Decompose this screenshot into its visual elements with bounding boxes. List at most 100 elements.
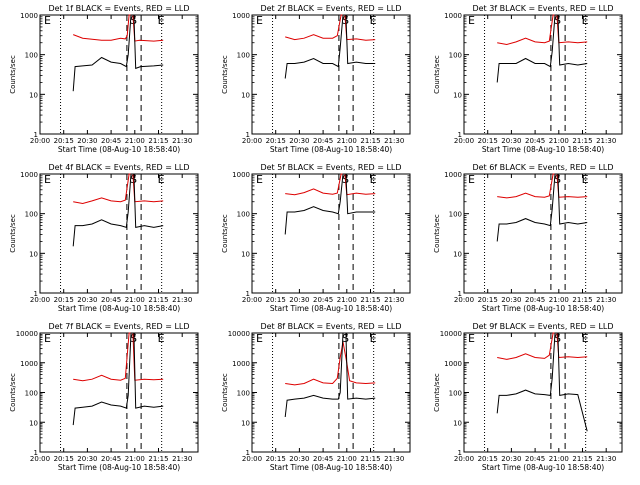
x-tick-label: 20:15 — [266, 296, 286, 304]
x-tick-label: 21:15 — [148, 137, 168, 145]
x-tick-label: 20:00 — [454, 296, 474, 304]
y-axis-label: Counts/sec — [9, 373, 17, 412]
y-tick-label: 100 — [449, 211, 462, 219]
plot-frame — [251, 14, 411, 135]
lld-series-line — [285, 341, 376, 386]
x-axis-label: Start Time (08-Aug-10 18:58:40) — [270, 304, 392, 313]
y-tick-label: 1 — [34, 290, 38, 298]
y-tick-label: 100 — [25, 52, 38, 60]
x-tick-label: 20:15 — [266, 455, 286, 463]
x-tick-label: 21:15 — [360, 296, 380, 304]
x-tick-label: 21:15 — [572, 137, 592, 145]
y-tick-label: 10000 — [228, 330, 250, 338]
x-tick-label: 20:45 — [313, 455, 333, 463]
y-tick-label: 1000 — [444, 171, 462, 179]
x-tick-label: 20:00 — [454, 455, 474, 463]
panel-7: Det 7f BLACK = Events, RED = LLD 20:00 20:… — [9, 322, 199, 472]
lld-series-line — [285, 14, 376, 41]
lld-series-line — [73, 332, 164, 382]
y-tick-label: 10 — [29, 419, 38, 427]
event-marker-e: E — [256, 332, 263, 345]
panel-title: Det 2f BLACK = Events, RED = LLD — [260, 4, 401, 13]
x-axis-label: Start Time (08-Aug-10 18:58:40) — [270, 145, 392, 154]
plot-frame — [463, 332, 623, 453]
x-tick-label: 21:30 — [596, 296, 616, 304]
y-axis-label: Counts/sec — [221, 55, 229, 94]
y-tick-label: 100 — [449, 52, 462, 60]
y-tick-label: 1000 — [20, 360, 38, 368]
x-tick-label: 20:00 — [30, 296, 50, 304]
y-tick-label: 1 — [458, 290, 462, 298]
panel-title: Det 8f BLACK = Events, RED = LLD — [260, 322, 401, 331]
events-series-line — [284, 173, 376, 235]
x-tick-label: 21:30 — [172, 296, 192, 304]
x-tick-label: 21:00 — [337, 296, 357, 304]
x-tick-label: 21:00 — [125, 296, 145, 304]
events-series-line — [72, 173, 164, 247]
x-tick-label: 20:45 — [313, 137, 333, 145]
x-axis-label: Start Time (08-Aug-10 18:58:40) — [58, 145, 180, 154]
x-tick-label: 21:00 — [337, 455, 357, 463]
panel-2: Det 2f BLACK = Events, RED = LLD 20:00 20:… — [221, 4, 411, 154]
event-marker-e: E — [256, 14, 263, 27]
lld-series-line — [497, 173, 588, 199]
x-tick-label: 20:45 — [101, 455, 121, 463]
x-tick-label: 20:45 — [525, 137, 545, 145]
y-tick-label: 1000 — [232, 171, 250, 179]
x-tick-label: 21:15 — [572, 455, 592, 463]
event-marker-e: E — [44, 14, 51, 27]
y-tick-label: 10 — [241, 250, 250, 258]
y-axis-label: Counts/sec — [221, 373, 229, 412]
y-tick-label: 1 — [34, 131, 38, 139]
y-tick-label: 100 — [237, 52, 250, 60]
panel-6: Det 6f BLACK = Events, RED = LLD 20:00 20:… — [433, 163, 623, 313]
x-tick-label: 20:15 — [478, 137, 498, 145]
y-tick-label: 1 — [458, 449, 462, 457]
x-tick-label: 20:00 — [30, 137, 50, 145]
x-tick-label: 21:00 — [549, 137, 569, 145]
x-tick-label: 20:30 — [501, 137, 521, 145]
x-tick-label: 20:45 — [525, 455, 545, 463]
events-series-line — [496, 14, 588, 83]
lld-series-line — [497, 14, 588, 46]
x-tick-label: 21:15 — [360, 455, 380, 463]
x-tick-label: 21:00 — [549, 296, 569, 304]
lld-series-line — [497, 332, 588, 360]
y-tick-label: 1000 — [232, 360, 250, 368]
x-axis-label: Start Time (08-Aug-10 18:58:40) — [482, 304, 604, 313]
event-marker-e: E — [370, 332, 377, 345]
x-tick-label: 21:30 — [384, 455, 404, 463]
x-tick-label: 20:15 — [54, 455, 74, 463]
event-marker-e: E — [468, 173, 475, 186]
x-tick-label: 20:30 — [77, 296, 97, 304]
x-tick-label: 20:00 — [454, 137, 474, 145]
y-tick-label: 1000 — [232, 12, 250, 20]
event-marker-e: E — [468, 14, 475, 27]
x-tick-label: 20:15 — [266, 137, 286, 145]
y-tick-label: 10 — [241, 91, 250, 99]
plot-frame — [463, 14, 623, 135]
x-tick-label: 20:15 — [478, 455, 498, 463]
panel-1: Det 1f BLACK = Events, RED = LLD 20:00 20:… — [9, 4, 199, 154]
y-tick-label: 1 — [246, 131, 250, 139]
x-tick-label: 21:30 — [384, 296, 404, 304]
event-marker-e: E — [158, 332, 165, 345]
y-tick-label: 1 — [246, 290, 250, 298]
y-tick-label: 10000 — [440, 330, 462, 338]
y-tick-label: 10 — [453, 250, 462, 258]
x-axis-label: Start Time (08-Aug-10 18:58:40) — [270, 463, 392, 472]
x-tick-label: 20:45 — [313, 296, 333, 304]
event-marker-e: E — [582, 14, 589, 27]
events-series-line — [72, 14, 164, 92]
x-tick-label: 21:15 — [148, 455, 168, 463]
x-tick-label: 20:30 — [289, 455, 309, 463]
panel-title: Det 7f BLACK = Events, RED = LLD — [48, 322, 189, 331]
x-tick-label: 21:30 — [596, 137, 616, 145]
x-axis-label: Start Time (08-Aug-10 18:58:40) — [482, 145, 604, 154]
y-tick-label: 10 — [29, 91, 38, 99]
events-series-line — [284, 332, 376, 418]
panel-9: Det 9f BLACK = Events, RED = LLD 20:00 20:… — [433, 322, 623, 472]
plot-frame — [39, 173, 199, 294]
